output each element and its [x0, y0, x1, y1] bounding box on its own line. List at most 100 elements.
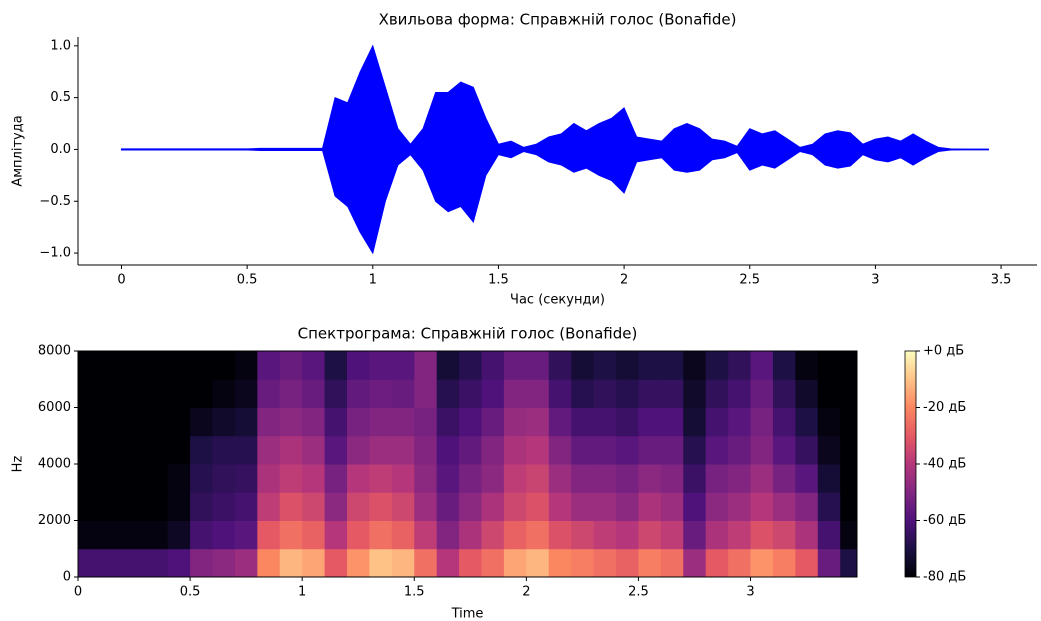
y-tick-label: 4000	[38, 457, 71, 472]
heatmap-cell	[683, 351, 706, 380]
heatmap-cell	[414, 464, 437, 493]
heatmap-cell	[414, 492, 437, 521]
heatmap-cell	[168, 408, 191, 437]
waveform-envelope	[121, 46, 988, 150]
y-tick-label: 6000	[38, 400, 71, 415]
heatmap-cell	[347, 464, 370, 493]
heatmap-cell	[594, 351, 617, 380]
heatmap-cell	[459, 379, 482, 408]
x-axis-label: Time	[451, 607, 484, 621]
heatmap-cell	[549, 549, 572, 578]
heatmap-cell	[459, 351, 482, 380]
heatmap-cell	[706, 464, 729, 493]
y-tick-label: 2000	[38, 513, 71, 528]
heatmap-cell	[325, 436, 348, 465]
heatmap-cell	[795, 521, 818, 550]
heatmap-cell	[437, 436, 460, 465]
heatmap-cell	[280, 379, 303, 408]
heatmap-cell	[145, 464, 168, 493]
heatmap-cell	[594, 464, 617, 493]
heatmap-cell	[795, 492, 818, 521]
heatmap-cell	[213, 549, 236, 578]
heatmap-cell	[168, 492, 191, 521]
colorbar-tick-label: -40 дБ	[923, 457, 966, 472]
heatmap-cell	[190, 436, 213, 465]
heatmap-cell	[683, 549, 706, 578]
heatmap-cell	[414, 351, 437, 380]
heatmap-cell	[616, 408, 639, 437]
heatmap-cell	[235, 408, 258, 437]
heatmap-cell	[392, 521, 415, 550]
heatmap-cell	[213, 408, 236, 437]
heatmap-cell	[751, 351, 774, 380]
heatmap-cell	[78, 379, 101, 408]
heatmap-cell	[100, 521, 123, 550]
heatmap-cell	[145, 549, 168, 578]
heatmap-cell	[392, 436, 415, 465]
heatmap-cell	[773, 521, 796, 550]
heatmap-cell	[795, 351, 818, 380]
heatmap-cell	[504, 549, 527, 578]
heatmap-cell	[549, 351, 572, 380]
heatmap-cell	[818, 549, 841, 578]
heatmap-cell	[78, 408, 101, 437]
heatmap-cell	[145, 436, 168, 465]
heatmap-cell	[616, 464, 639, 493]
heatmap-cell	[616, 436, 639, 465]
heatmap-cell	[840, 379, 863, 408]
heatmap-cell	[728, 408, 751, 437]
heatmap-cell	[751, 408, 774, 437]
heatmap-cell	[414, 436, 437, 465]
heatmap-cell	[369, 436, 392, 465]
heatmap-cell	[661, 492, 684, 521]
heatmap-cell	[145, 492, 168, 521]
heatmap-cell	[347, 436, 370, 465]
heatmap-cell	[213, 351, 236, 380]
heatmap-cell	[728, 464, 751, 493]
heatmap-cell	[168, 521, 191, 550]
x-tick-label: 3	[746, 585, 754, 600]
heatmap-cell	[325, 408, 348, 437]
heatmap-cell	[526, 351, 549, 380]
heatmap-cell	[257, 408, 280, 437]
heatmap-cell	[213, 464, 236, 493]
heatmap-cell	[683, 492, 706, 521]
heatmap-cell	[773, 379, 796, 408]
heatmap-cell	[235, 351, 258, 380]
heatmap-cell	[818, 379, 841, 408]
heatmap-cell	[638, 408, 661, 437]
heatmap-cell	[123, 436, 146, 465]
heatmap-cell	[728, 351, 751, 380]
heatmap-cell	[571, 549, 594, 578]
heatmap-cell	[190, 492, 213, 521]
heatmap-cell	[459, 436, 482, 465]
heatmap-cell	[526, 492, 549, 521]
y-tick-label: −0.5	[39, 194, 71, 209]
heatmap-cell	[347, 549, 370, 578]
heatmap-cell	[571, 492, 594, 521]
heatmap-cell	[145, 408, 168, 437]
heatmap-cell	[526, 464, 549, 493]
x-tick-label: 2	[620, 273, 628, 288]
heatmap-cell	[616, 521, 639, 550]
heatmap-cell	[100, 351, 123, 380]
heatmap-cell	[437, 408, 460, 437]
heatmap-cell	[78, 521, 101, 550]
heatmap-cell	[145, 351, 168, 380]
heatmap	[78, 351, 863, 578]
heatmap-cell	[392, 379, 415, 408]
colorbar-tick-label: -20 дБ	[923, 400, 966, 415]
heatmap-cell	[302, 408, 325, 437]
heatmap-cell	[840, 521, 863, 550]
heatmap-cell	[504, 379, 527, 408]
y-tick-label: 0.5	[50, 90, 71, 105]
heatmap-cell	[437, 464, 460, 493]
heatmap-cell	[549, 464, 572, 493]
heatmap-cell	[235, 521, 258, 550]
heatmap-cell	[280, 436, 303, 465]
chart-title: Хвильова форма: Справжній голос (Bonafid…	[379, 11, 737, 29]
heatmap-cell	[213, 521, 236, 550]
heatmap-cell	[369, 351, 392, 380]
heatmap-cell	[123, 379, 146, 408]
heatmap-cell	[728, 521, 751, 550]
